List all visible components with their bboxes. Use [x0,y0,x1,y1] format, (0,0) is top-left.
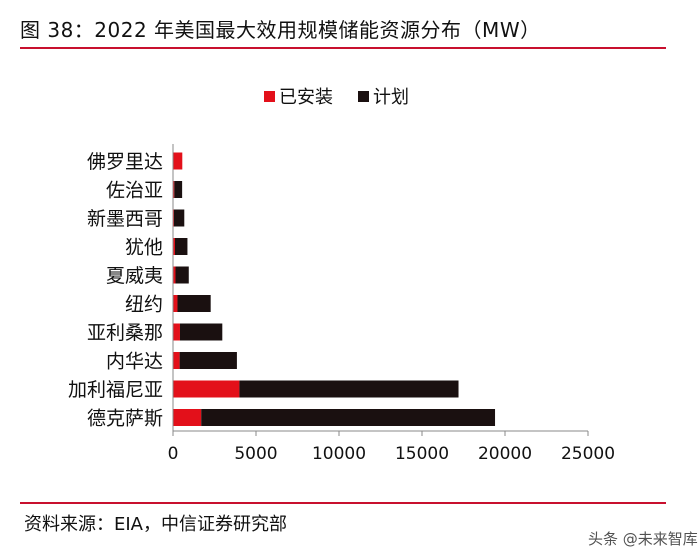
x-tick-label: 15000 [395,444,449,464]
top-divider [20,47,666,49]
category-label: 犹他 [125,237,163,259]
category-label: 佛罗里达 [87,151,163,173]
source-note: 资料来源：EIA，中信证券研究部 [24,514,287,535]
x-tick-label: 0 [168,444,179,464]
bar-installed-3 [173,238,175,255]
x-tick-label: 10000 [312,444,366,464]
bar-installed-9 [173,409,202,426]
legend-label-1: 计划 [373,87,409,108]
x-tick-label: 5000 [234,444,277,464]
bar-planned-5 [177,295,211,312]
bottom-divider [20,502,666,504]
bar-planned-8 [239,380,459,398]
watermark-text: 头条 @未来智库 [588,530,698,548]
category-label: 纽约 [125,294,163,316]
category-label: 德克萨斯 [87,408,163,430]
bar-planned-1 [174,181,183,198]
bar-planned-2 [173,209,185,227]
bar-installed-5 [173,295,178,312]
category-label: 佐治亚 [106,180,163,202]
storage-bar-chart: 已安装 计划佛罗里达佐治亚新墨西哥犹他夏威夷纽约亚利桑那内华达加利福尼亚德克萨斯0… [68,87,615,464]
category-label: 新墨西哥 [87,208,163,230]
legend-swatch-0 [264,91,275,102]
bar-planned-6 [179,323,223,341]
category-label: 夏威夷 [106,265,163,287]
bar-installed-4 [173,266,176,284]
bar-planned-3 [174,238,188,255]
legend-swatch-1 [358,91,369,102]
bar-installed-7 [173,352,180,369]
bar-planned-7 [179,352,237,369]
x-tick-label: 25000 [561,444,615,464]
category-label: 加利福尼亚 [68,379,163,401]
legend-label-0: 已安装 [279,87,333,108]
bar-planned-4 [175,266,189,284]
bar-installed-6 [173,323,180,341]
chart-title: 图 38：2022 年美国最大效用规模储能资源分布（MW） [20,18,541,42]
category-label: 亚利桑那 [87,322,163,344]
x-tick-label: 20000 [478,444,532,464]
category-label: 内华达 [106,351,163,373]
bar-installed-1 [173,181,175,198]
bar-installed-0 [173,152,183,170]
bar-planned-9 [201,409,496,426]
bar-installed-8 [173,380,240,398]
